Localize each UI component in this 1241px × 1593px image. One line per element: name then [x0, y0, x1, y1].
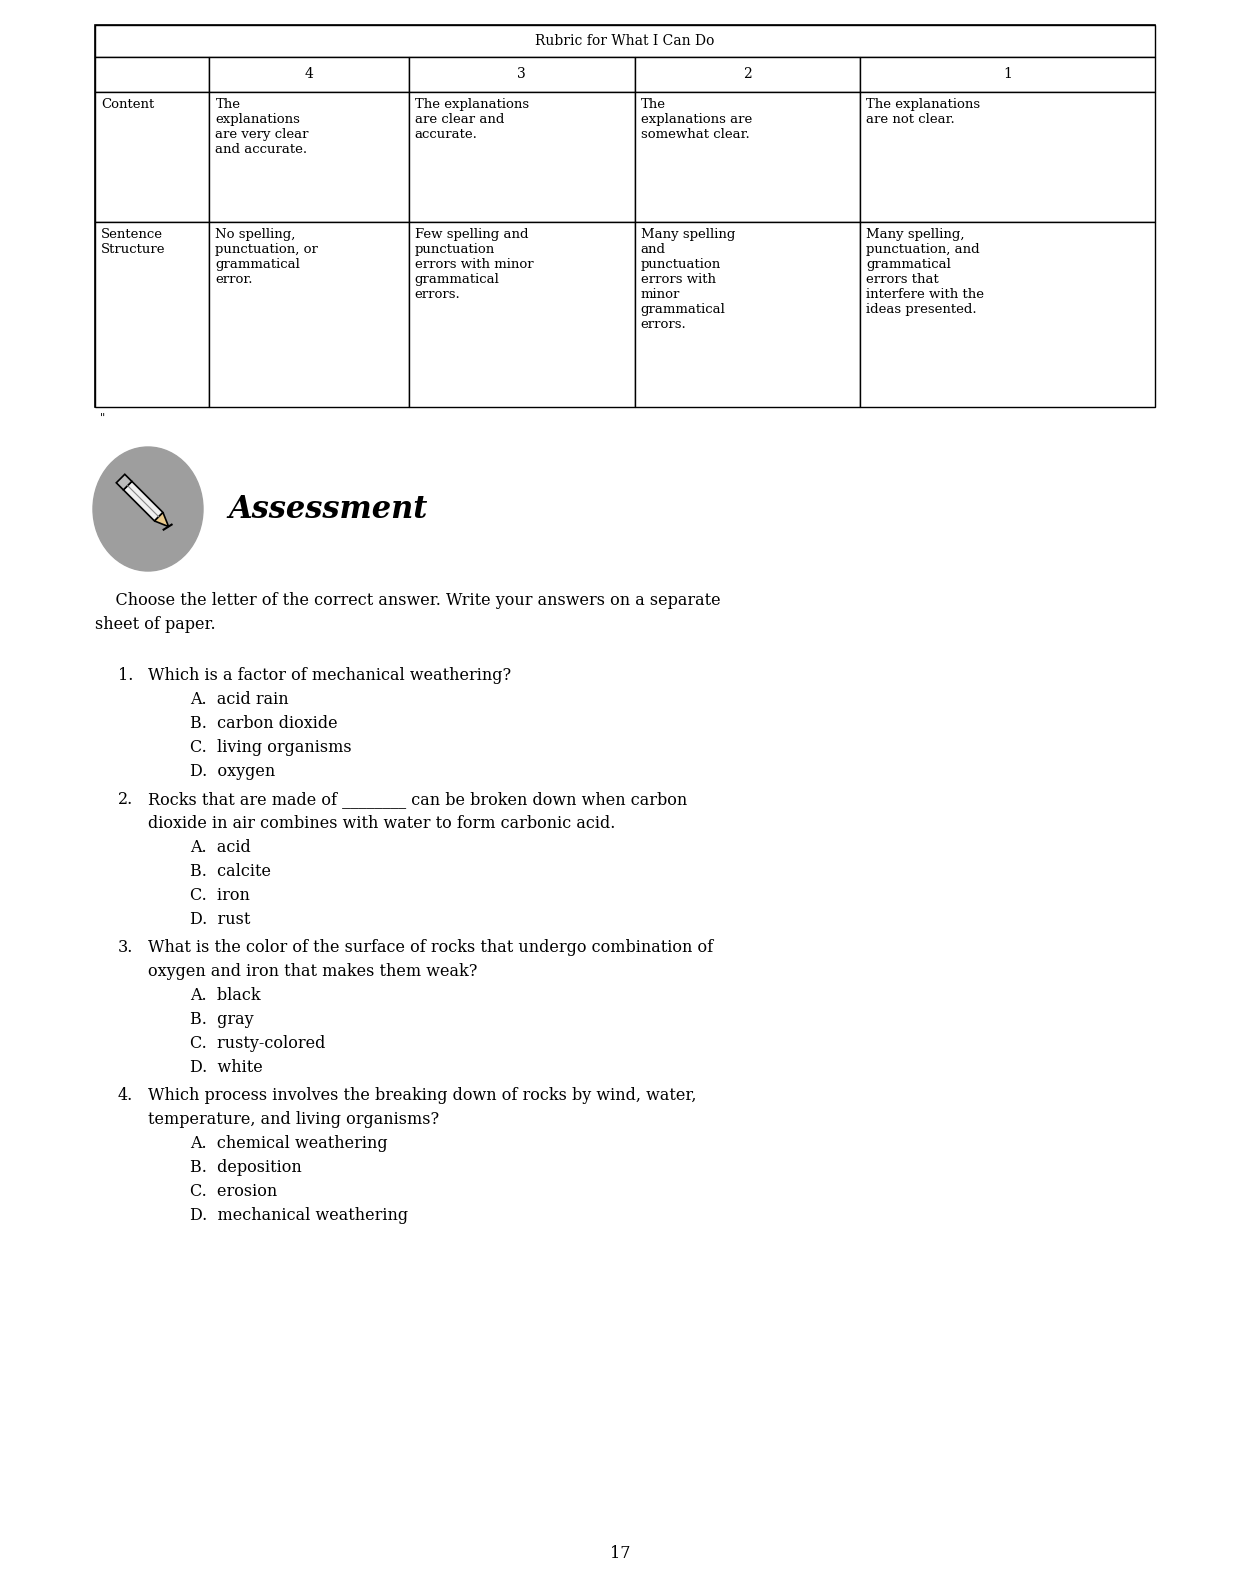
Bar	[96, 57, 210, 92]
Bar	[96, 221, 210, 406]
Text: What is the color of the surface of rocks that undergo combination of: What is the color of the surface of rock…	[148, 938, 714, 956]
Text: B.  gray: B. gray	[190, 1012, 253, 1027]
Bar	[96, 25, 1155, 57]
Bar	[210, 221, 408, 406]
Text: D.  mechanical weathering: D. mechanical weathering	[190, 1207, 408, 1223]
Text: 2: 2	[743, 67, 752, 81]
Bar	[408, 92, 634, 221]
Text: 17: 17	[611, 1545, 630, 1563]
Text: 4: 4	[305, 67, 314, 81]
Text: Few spelling and
punctuation
errors with minor
grammatical
errors.: Few spelling and punctuation errors with…	[414, 228, 534, 301]
Text: Choose the letter of the correct answer. Write your answers on a separate: Choose the letter of the correct answer.…	[96, 593, 721, 609]
Text: C.  iron: C. iron	[190, 887, 249, 903]
Text: C.  living organisms: C. living organisms	[190, 739, 351, 757]
Text: The explanations
are clear and
accurate.: The explanations are clear and accurate.	[414, 99, 529, 142]
Polygon shape	[123, 481, 163, 521]
Text: dioxide in air combines with water to form carbonic acid.: dioxide in air combines with water to fo…	[148, 816, 616, 832]
Text: 1: 1	[1003, 67, 1013, 81]
Text: Many spelling
and
punctuation
errors with
minor
grammatical
errors.: Many spelling and punctuation errors wit…	[640, 228, 735, 331]
Text: B.  deposition: B. deposition	[190, 1160, 302, 1176]
Ellipse shape	[93, 448, 204, 570]
Bar	[634, 57, 860, 92]
Text: The explanations
are not clear.: The explanations are not clear.	[866, 99, 980, 126]
Text: 4.: 4.	[118, 1086, 133, 1104]
Bar	[408, 57, 634, 92]
Text: Many spelling,
punctuation, and
grammatical
errors that
interfere with the
ideas: Many spelling, punctuation, and grammati…	[866, 228, 984, 315]
Text: Assessment: Assessment	[228, 494, 427, 524]
Text: 3.: 3.	[118, 938, 133, 956]
Bar	[408, 221, 634, 406]
Text: Which process involves the breaking down of rocks by wind, water,: Which process involves the breaking down…	[148, 1086, 696, 1104]
Text: 1.: 1.	[118, 667, 133, 683]
Text: D.  rust: D. rust	[190, 911, 251, 929]
Bar	[860, 92, 1155, 221]
Text: A.  black: A. black	[190, 988, 261, 1004]
Text: A.  chemical weathering: A. chemical weathering	[190, 1134, 387, 1152]
Text: ": "	[101, 413, 105, 424]
Text: A.  acid rain: A. acid rain	[190, 691, 289, 707]
Text: 2.: 2.	[118, 792, 133, 808]
Text: Rubric for What I Can Do: Rubric for What I Can Do	[535, 33, 715, 48]
Text: B.  calcite: B. calcite	[190, 863, 271, 879]
Bar	[96, 92, 210, 221]
Text: The
explanations are
somewhat clear.: The explanations are somewhat clear.	[640, 99, 752, 142]
Text: D.  oxygen: D. oxygen	[190, 763, 276, 781]
Bar	[860, 221, 1155, 406]
Text: C.  erosion: C. erosion	[190, 1184, 277, 1200]
Bar	[634, 92, 860, 221]
Bar	[210, 57, 408, 92]
Polygon shape	[154, 513, 169, 527]
Text: No spelling,
punctuation, or
grammatical
error.: No spelling, punctuation, or grammatical…	[216, 228, 319, 287]
Text: Rocks that are made of ________ can be broken down when carbon: Rocks that are made of ________ can be b…	[148, 792, 688, 808]
Bar	[860, 57, 1155, 92]
Text: Content: Content	[101, 99, 154, 112]
Text: oxygen and iron that makes them weak?: oxygen and iron that makes them weak?	[148, 964, 478, 980]
Bar	[210, 92, 408, 221]
Bar	[96, 25, 1155, 406]
Polygon shape	[117, 475, 132, 491]
Text: B.  carbon dioxide: B. carbon dioxide	[190, 715, 338, 733]
Text: A.  acid: A. acid	[190, 840, 251, 855]
Text: 3: 3	[517, 67, 526, 81]
Text: Which is a factor of mechanical weathering?: Which is a factor of mechanical weatheri…	[148, 667, 511, 683]
Text: C.  rusty-colored: C. rusty-colored	[190, 1035, 325, 1051]
Text: Sentence
Structure: Sentence Structure	[101, 228, 165, 256]
Text: D.  white: D. white	[190, 1059, 263, 1075]
Text: sheet of paper.: sheet of paper.	[96, 616, 216, 632]
Text: The
explanations
are very clear
and accurate.: The explanations are very clear and accu…	[216, 99, 309, 156]
Text: temperature, and living organisms?: temperature, and living organisms?	[148, 1110, 439, 1128]
Bar	[634, 221, 860, 406]
